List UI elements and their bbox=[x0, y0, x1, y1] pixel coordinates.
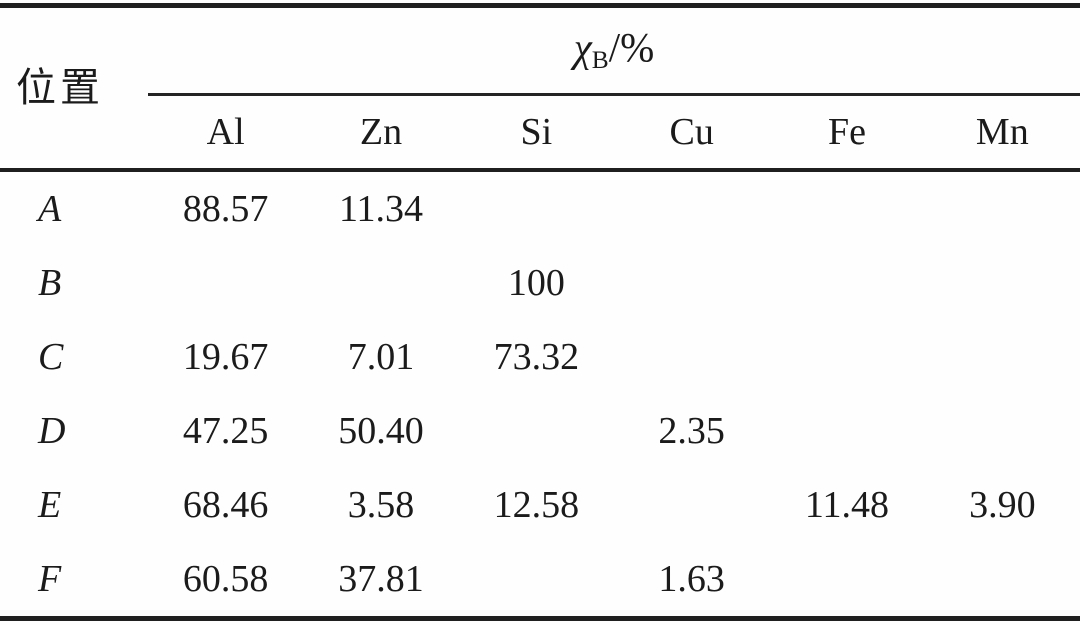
cell-a-mn bbox=[925, 170, 1080, 246]
cell-f-si bbox=[459, 542, 614, 619]
column-header-mn: Mn bbox=[924, 94, 1080, 172]
chi-header-row: 位置 χB/% bbox=[0, 5, 1080, 172]
cell-c-al: 19.67 bbox=[182, 336, 269, 378]
cell-a-si bbox=[459, 170, 614, 246]
cell-d-si bbox=[459, 394, 614, 468]
cell-f-cu: 1.63 bbox=[658, 558, 725, 600]
table-row-e: E 68.46 3.58 12.58 11.48 3.90 bbox=[0, 468, 1080, 542]
row-label-b: B bbox=[38, 262, 62, 304]
chi-subscript: B bbox=[591, 46, 609, 75]
column-header-si: Si bbox=[458, 94, 614, 172]
cell-f-al: 60.58 bbox=[182, 558, 269, 600]
table-body: A 88.57 11.34 B 100 C 19.67 7.01 73.32 D 47.25 50.4… bbox=[0, 170, 1080, 619]
element-header-row: Al Zn Si Cu Fe Mn bbox=[0, 94, 1080, 172]
cell-f-mn bbox=[925, 542, 1080, 619]
column-header-fe: Fe bbox=[769, 94, 925, 172]
cell-c-fe bbox=[769, 320, 924, 394]
cell-d-al: 47.25 bbox=[182, 410, 269, 452]
cell-e-fe: 11.48 bbox=[804, 484, 890, 526]
cell-a-fe bbox=[769, 170, 924, 246]
cell-c-si: 73.32 bbox=[493, 336, 580, 378]
cell-c-mn bbox=[925, 320, 1080, 394]
cell-f-fe bbox=[769, 542, 924, 619]
chi-suffix: /% bbox=[608, 24, 655, 71]
cell-e-cu bbox=[614, 468, 769, 542]
cell-c-zn: 7.01 bbox=[347, 336, 415, 378]
row-label-c: C bbox=[38, 336, 64, 378]
cell-c-cu bbox=[614, 320, 769, 394]
composition-table: 位置 χB/% Al Zn Si Cu Fe Mn A 88.57 11.34 B 100 C 19.… bbox=[0, 3, 1080, 621]
position-header: 位置 bbox=[0, 5, 148, 172]
row-label-e: E bbox=[38, 484, 62, 526]
cell-e-zn: 3.58 bbox=[347, 484, 415, 526]
cell-b-mn bbox=[925, 246, 1080, 320]
column-header-zn: Zn bbox=[303, 94, 459, 172]
cell-e-mn: 3.90 bbox=[969, 484, 1036, 526]
table-row-b: B 100 bbox=[0, 246, 1080, 320]
cell-e-si: 12.58 bbox=[493, 484, 580, 526]
cell-b-zn bbox=[303, 246, 458, 320]
cell-b-fe bbox=[769, 246, 924, 320]
cell-a-zn: 11.34 bbox=[338, 188, 424, 230]
cell-f-zn: 37.81 bbox=[338, 558, 424, 600]
table-row-a: A 88.57 11.34 bbox=[0, 170, 1080, 246]
cell-a-cu bbox=[614, 170, 769, 246]
chi-percent-header: χB/% bbox=[148, 5, 1080, 96]
cell-b-si: 100 bbox=[507, 262, 565, 304]
cell-b-al bbox=[148, 246, 303, 320]
cell-a-al: 88.57 bbox=[182, 188, 269, 230]
row-label-a: A bbox=[38, 188, 62, 230]
table-row-f: F 60.58 37.81 1.63 bbox=[0, 542, 1080, 619]
column-header-cu: Cu bbox=[613, 94, 770, 172]
row-label-f: F bbox=[38, 558, 62, 600]
cell-d-mn bbox=[925, 394, 1080, 468]
cell-d-cu: 2.35 bbox=[658, 410, 725, 452]
table-row-d: D 47.25 50.40 2.35 bbox=[0, 394, 1080, 468]
cell-b-cu bbox=[614, 246, 769, 320]
chi-symbol: χ bbox=[573, 24, 592, 71]
table-row-c: C 19.67 7.01 73.32 bbox=[0, 320, 1080, 394]
row-label-d: D bbox=[38, 410, 66, 452]
column-header-al: Al bbox=[148, 94, 304, 172]
cell-d-zn: 50.40 bbox=[338, 410, 424, 452]
cell-d-fe bbox=[769, 394, 924, 468]
cell-e-al: 68.46 bbox=[182, 484, 269, 526]
